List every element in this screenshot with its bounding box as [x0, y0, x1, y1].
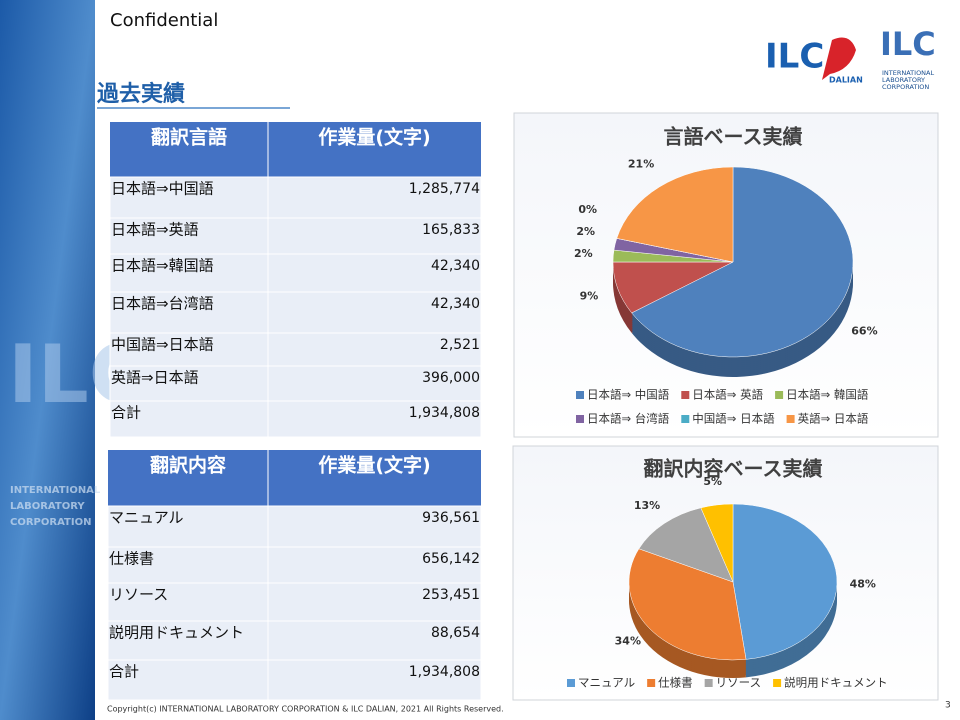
table-row	[109, 400, 482, 438]
copyright: Copyright(c) INTERNATIONAL LABORATORY CO…	[107, 705, 504, 714]
pie-slice	[616, 166, 734, 263]
legend-label: 英語⇒ 日本語	[798, 412, 869, 426]
row-value: 656,142	[422, 551, 480, 567]
table-row	[107, 620, 482, 661]
legend-label: 中国語⇒ 日本語	[692, 412, 775, 426]
logo-ilc-right: ILC	[880, 25, 936, 63]
chart-title: 言語ベース実績	[664, 125, 803, 149]
row-value: 396,000	[422, 370, 480, 386]
row-label: 日本語⇒中国語	[111, 180, 214, 198]
sidebar	[0, 0, 95, 720]
legend-label: 日本語⇒ 韓国語	[786, 388, 869, 402]
legend-swatch	[567, 679, 575, 687]
legend-label: マニュアル	[578, 676, 635, 690]
page-number: 3	[945, 701, 951, 711]
legend-swatch	[681, 415, 690, 423]
table-row	[109, 365, 482, 402]
logo-text: LABORATORY	[882, 76, 925, 84]
table-row	[107, 582, 482, 622]
pie-slice	[628, 548, 747, 661]
confidential: Confidential	[110, 10, 218, 31]
row-label: 説明用ドキュメント	[109, 624, 244, 642]
row-label: 日本語⇒韓国語	[111, 257, 214, 275]
row-label: 日本語⇒英語	[111, 221, 199, 239]
logo-text: CORPORATION	[882, 83, 929, 91]
data-label: 5%	[703, 475, 722, 488]
row-value: 1,934,808	[409, 664, 480, 680]
legend-label: 説明用ドキュメント	[784, 676, 888, 690]
table-header	[110, 122, 481, 177]
row-label: 中国語⇒日本語	[111, 336, 214, 354]
row-value: 42,340	[431, 296, 480, 312]
table-row	[109, 253, 482, 293]
data-label: 13%	[634, 499, 660, 512]
legend-label: 日本語⇒ 中国語	[587, 388, 670, 402]
data-label: 48%	[850, 578, 876, 591]
pie-slice	[732, 503, 838, 660]
legend-swatch	[775, 391, 784, 399]
data-label: 66%	[851, 324, 877, 337]
data-label: 2%	[576, 225, 595, 238]
row-value: 1,934,808	[409, 405, 480, 421]
row-label: 英語⇒日本語	[111, 369, 199, 387]
row-label: 日本語⇒台湾語	[111, 295, 214, 313]
row-label: 合計	[109, 663, 139, 681]
legend-swatch	[647, 679, 656, 687]
row-label: リソース	[109, 586, 168, 604]
sidebar-text: LABORATORY	[10, 501, 85, 512]
chart-title: 翻訳内容ベース実績	[644, 457, 823, 481]
table-row	[109, 217, 482, 255]
logo-text: INTERNATIONAL	[882, 69, 934, 77]
legend-label: 仕様書	[658, 676, 693, 690]
row-label: 仕様書	[109, 550, 154, 568]
data-label: 21%	[628, 157, 654, 170]
legend-swatch	[773, 679, 782, 687]
header-cell: 作業量(文字)	[318, 126, 430, 149]
legend-label: 日本語⇒ 台湾語	[587, 412, 670, 426]
sidebar-text: INTERNATIONAL	[10, 485, 101, 496]
row-value: 936,561	[422, 510, 480, 526]
legend-swatch	[704, 679, 713, 687]
pie-slice	[631, 166, 854, 358]
logo-ilc: ILC	[765, 37, 824, 77]
table-row	[107, 659, 482, 701]
data-label: 2%	[574, 247, 593, 260]
legend-swatch	[681, 391, 690, 399]
legend-swatch	[786, 415, 795, 423]
header-cell: 翻訳内容	[150, 454, 226, 477]
legend-swatch	[576, 391, 584, 399]
sidebar-text: CORPORATION	[10, 517, 91, 528]
row-value: 2,521	[440, 337, 480, 353]
pie-slice	[638, 507, 734, 583]
header-cell: 作業量(文字)	[318, 454, 430, 477]
logo-dalian: DALIAN	[829, 76, 863, 85]
pie-slice	[700, 503, 734, 583]
legend-label: リソース	[716, 676, 761, 690]
page-title: 過去実績	[97, 81, 185, 107]
row-label: マニュアル	[109, 509, 184, 527]
row-value: 42,340	[431, 258, 480, 274]
data-label: 9%	[580, 289, 599, 302]
data-label: 34%	[615, 635, 641, 648]
row-value: 88,654	[431, 625, 480, 641]
row-value: 165,833	[422, 222, 480, 238]
row-label: 合計	[111, 404, 141, 422]
table-row	[107, 546, 482, 584]
legend-label: 日本語⇒ 英語	[692, 388, 763, 402]
table-header	[108, 450, 481, 506]
legend-swatch	[576, 415, 584, 423]
data-label: 0%	[578, 203, 597, 216]
row-value: 1,285,774	[409, 181, 480, 197]
table-row	[109, 332, 482, 367]
logo-mark	[822, 37, 856, 80]
header-cell: 翻訳言語	[151, 126, 227, 149]
row-value: 253,451	[422, 587, 480, 603]
